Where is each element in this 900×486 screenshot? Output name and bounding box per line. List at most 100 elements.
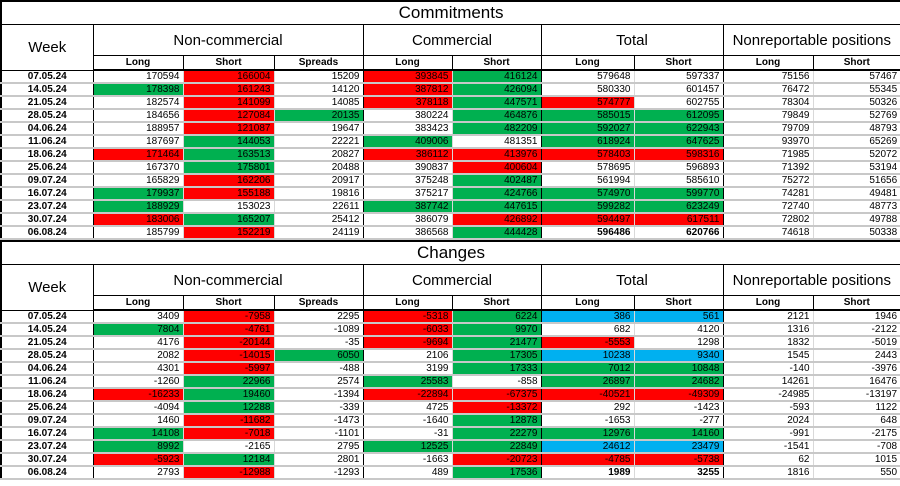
value-cell: 623249 <box>634 200 724 214</box>
value-cell: 387742 <box>363 200 453 214</box>
value-cell: 48773 <box>813 200 900 214</box>
table-row: 18.06.24 -16233 19460 -1394 -22894 -67375 -405… <box>1 388 900 402</box>
table-row: 07.05.24 3409 -7958 2295 -5318 6224 386 561 2121… <box>1 310 900 324</box>
value-cell: 647625 <box>634 135 724 149</box>
value-cell: 378118 <box>363 96 453 110</box>
value-cell: 127084 <box>183 109 275 123</box>
subheader-nc-spreads: Spreads <box>273 295 364 311</box>
value-cell: 599282 <box>541 200 635 214</box>
value-cell: 75272 <box>723 174 814 188</box>
table-row: 14.05.24 178398 161243 14120 387812 426094 580… <box>1 83 900 97</box>
value-cell: 426094 <box>452 83 542 97</box>
week-cell: 16.07.24 <box>1 187 94 201</box>
value-cell: -488 <box>274 362 364 376</box>
value-cell: 3199 <box>363 362 453 376</box>
value-cell: 2106 <box>363 349 453 363</box>
value-cell: 17305 <box>452 349 542 363</box>
week-cell: 09.07.24 <box>1 414 94 428</box>
week-cell: 28.05.24 <box>1 109 94 123</box>
value-cell: 72740 <box>723 200 814 214</box>
value-cell: 387812 <box>363 83 453 97</box>
week-cell: 07.05.24 <box>1 310 94 324</box>
value-cell: 580330 <box>541 83 635 97</box>
value-cell: -1640 <box>363 414 453 428</box>
value-cell: 620766 <box>634 226 724 240</box>
value-cell: -2122 <box>813 323 900 337</box>
value-cell: 22966 <box>183 375 275 389</box>
value-cell: -5019 <box>813 336 900 350</box>
subheader-nc-long: Long <box>92 295 184 311</box>
value-cell: 55345 <box>813 83 900 97</box>
value-cell: 4176 <box>93 336 184 350</box>
value-cell: -991 <box>723 427 814 441</box>
column-group-nonreportable: Nonreportable positions <box>722 24 900 56</box>
value-cell: 153023 <box>183 200 275 214</box>
value-cell: 602755 <box>634 96 724 110</box>
value-cell: 19460 <box>183 388 275 402</box>
subheader-t-long: Long <box>540 295 635 311</box>
value-cell: 601457 <box>634 83 724 97</box>
value-cell: -708 <box>813 440 900 454</box>
value-cell: 22849 <box>452 440 542 454</box>
value-cell: 23479 <box>634 440 724 454</box>
value-cell: -4785 <box>541 453 635 467</box>
value-cell: -67375 <box>452 388 542 402</box>
value-cell: 447615 <box>452 200 542 214</box>
value-cell: 561 <box>634 310 724 324</box>
value-cell: 9970 <box>452 323 542 337</box>
value-cell: 71985 <box>723 148 814 162</box>
value-cell: -5318 <box>363 310 453 324</box>
changes-rows: 07.05.24 3409 -7958 2295 -5318 6224 386 561 2121… <box>1 310 900 480</box>
value-cell: 1946 <box>813 310 900 324</box>
value-cell: 3255 <box>634 466 724 480</box>
value-cell: 76472 <box>723 83 814 97</box>
week-cell: 18.06.24 <box>1 148 94 162</box>
value-cell: 72802 <box>723 213 814 227</box>
subheader-nc-long: Long <box>92 55 184 71</box>
value-cell: 121087 <box>183 122 275 136</box>
value-cell: 71392 <box>723 161 814 175</box>
value-cell: 25583 <box>363 375 453 389</box>
value-cell: 155188 <box>183 187 275 201</box>
value-cell: -22894 <box>363 388 453 402</box>
value-cell: 179937 <box>93 187 184 201</box>
subheader-nc-spreads: Spreads <box>273 55 364 71</box>
value-cell: 416124 <box>452 70 542 84</box>
value-cell: 12878 <box>452 414 542 428</box>
value-cell: -16233 <box>93 388 184 402</box>
value-cell: 574970 <box>541 187 635 201</box>
value-cell: 393845 <box>363 70 453 84</box>
subheader-t-short: Short <box>633 295 724 311</box>
value-cell: 489 <box>363 466 453 480</box>
value-cell: 596893 <box>634 161 724 175</box>
week-cell: 25.06.24 <box>1 401 94 415</box>
week-cell: 06.08.24 <box>1 226 94 240</box>
value-cell: -3976 <box>813 362 900 376</box>
value-cell: 380224 <box>363 109 453 123</box>
value-cell: 12976 <box>541 427 635 441</box>
value-cell: 648 <box>813 414 900 428</box>
value-cell: 592027 <box>541 122 635 136</box>
value-cell: -40521 <box>541 388 635 402</box>
value-cell: 9340 <box>634 349 724 363</box>
subheader-c-short: Short <box>451 295 542 311</box>
value-cell: 2082 <box>93 349 184 363</box>
value-cell: 2801 <box>274 453 364 467</box>
value-cell: 20488 <box>274 161 364 175</box>
subheader-t-short: Short <box>633 55 724 71</box>
value-cell: 375217 <box>363 187 453 201</box>
value-cell: 1816 <box>723 466 814 480</box>
week-cell: 14.05.24 <box>1 323 94 337</box>
table-row: 06.08.24 2793 -12988 -1293 489 17536 1989 3255 1… <box>1 466 900 480</box>
week-cell: 23.07.24 <box>1 200 94 214</box>
value-cell: -1473 <box>274 414 364 428</box>
value-cell: 24682 <box>634 375 724 389</box>
week-cell: 28.05.24 <box>1 349 94 363</box>
value-cell: -6033 <box>363 323 453 337</box>
subheader-t-long: Long <box>540 55 635 71</box>
value-cell: 375248 <box>363 174 453 188</box>
value-cell: 612095 <box>634 109 724 123</box>
value-cell: 1122 <box>813 401 900 415</box>
table-row: 14.05.24 7804 -4761 -1089 -6033 9970 682 4120 13… <box>1 323 900 337</box>
value-cell: 10238 <box>541 349 635 363</box>
